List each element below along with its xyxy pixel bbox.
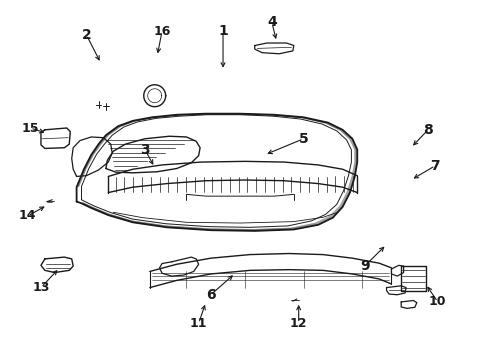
- Text: 15: 15: [22, 122, 39, 135]
- Text: 8: 8: [423, 123, 433, 137]
- Text: 16: 16: [153, 25, 171, 38]
- Text: 9: 9: [360, 259, 369, 273]
- Text: 2: 2: [81, 28, 91, 42]
- Text: 12: 12: [290, 317, 307, 330]
- Text: 11: 11: [190, 317, 207, 330]
- Text: 1: 1: [218, 24, 228, 38]
- Text: 5: 5: [299, 132, 308, 146]
- Text: 13: 13: [32, 281, 49, 294]
- Text: 10: 10: [429, 296, 446, 309]
- Text: 6: 6: [206, 288, 216, 302]
- Text: 4: 4: [267, 15, 277, 29]
- Text: 7: 7: [431, 159, 440, 173]
- Text: 14: 14: [19, 210, 37, 222]
- Text: 3: 3: [140, 143, 150, 157]
